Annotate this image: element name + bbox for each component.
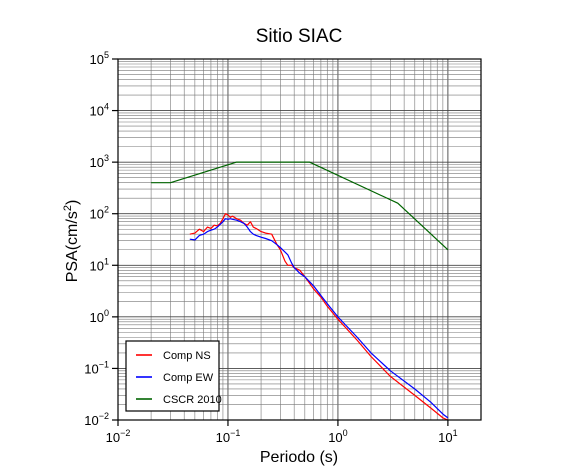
x-tick-base: 10 [438,430,452,445]
y-tick-label: 100 [90,308,109,325]
y-tick-exponent: 4 [104,102,109,112]
y-axis-label-main: PSA(cm/s [64,211,81,282]
y-tick-exponent: −2 [99,411,109,421]
y-tick-label: 102 [90,205,109,222]
y-tick-base: 10 [90,207,104,222]
x-tick-exponent: −2 [120,428,130,438]
y-tick-label: 104 [90,102,109,119]
series-line-comp-ns [189,213,449,420]
y-tick-base: 10 [90,155,104,170]
y-tick-label: 10−2 [84,411,109,428]
y-tick-label: 10−1 [84,359,109,376]
y-tick-exponent: −1 [99,359,109,369]
x-tick-base: 10 [216,430,230,445]
x-tick-base: 10 [328,430,342,445]
legend-label: Comp NS [163,350,211,362]
series-layer [151,161,449,420]
y-tick-label: 101 [90,256,109,273]
x-axis-label: Periodo (s) [260,449,338,466]
legend-label: Comp EW [163,372,214,384]
y-tick-exponent: 0 [104,308,109,318]
y-axis-label-sup: 2 [62,205,74,211]
y-tick-base: 10 [84,361,98,376]
y-tick-exponent: 1 [104,256,109,266]
x-tick-label: 101 [438,428,457,445]
legend-label: CSCR 2010 [163,394,222,406]
x-tick-exponent: −1 [230,428,240,438]
y-tick-exponent: 3 [104,153,109,163]
y-tick-label: 105 [90,50,109,67]
x-tick-label: 10−2 [106,428,131,445]
y-axis-label-close: ) [64,200,81,205]
y-tick-label: 103 [90,153,109,170]
series-line-cscr-2010 [151,161,449,251]
plot-frame [117,58,482,421]
series-line-comp-ew [189,218,449,419]
legend: Comp NS Comp EW CSCR 2010 [125,340,222,412]
x-tick-exponent: 0 [343,428,348,438]
x-tick-base: 10 [106,430,120,445]
chart-title: Sitio SIAC [256,26,343,47]
y-tick-base: 10 [90,52,104,67]
y-tick-base: 10 [90,310,104,325]
x-tick-label: 10−1 [216,428,241,445]
y-tick-base: 10 [90,104,104,119]
y-axis-label: PSA(cm/s2) [62,200,81,283]
y-tick-exponent: 5 [104,50,109,60]
x-tick-label: 100 [328,428,347,445]
y-tick-exponent: 2 [104,205,109,215]
y-tick-base: 10 [84,413,98,428]
y-tick-base: 10 [90,258,104,273]
x-tick-exponent: 1 [453,428,458,438]
